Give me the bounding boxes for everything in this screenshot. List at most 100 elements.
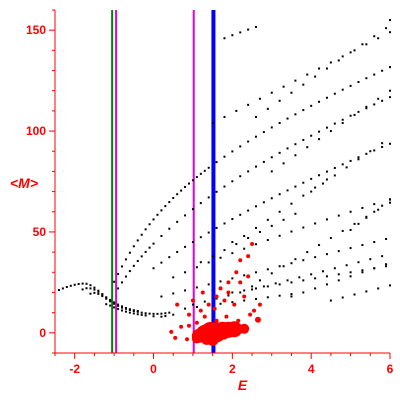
data-point — [223, 249, 226, 252]
highlight-point — [200, 332, 213, 345]
data-point — [97, 289, 100, 292]
data-point — [373, 267, 376, 270]
data-point — [255, 243, 257, 246]
data-point — [168, 201, 171, 204]
data-point — [389, 198, 391, 201]
data-point — [337, 279, 340, 282]
data-point — [180, 189, 183, 192]
highlight-point — [234, 270, 239, 275]
data-point — [136, 313, 139, 316]
data-point — [341, 296, 344, 299]
data-point — [286, 279, 289, 282]
data-point — [113, 306, 116, 309]
data-point — [381, 204, 384, 207]
data-point — [389, 96, 391, 99]
data-point — [349, 84, 352, 87]
data-point — [333, 122, 336, 125]
data-point — [270, 91, 273, 94]
data-point — [341, 118, 344, 121]
data-point — [377, 97, 380, 100]
data-point — [231, 180, 234, 183]
data-point — [191, 303, 194, 306]
data-point — [302, 226, 305, 229]
data-point — [282, 162, 285, 165]
data-point — [365, 105, 368, 108]
data-point — [373, 210, 376, 213]
data-point — [121, 281, 123, 284]
data-point — [109, 304, 112, 307]
data-point — [357, 156, 360, 159]
data-point — [152, 312, 155, 315]
data-point — [85, 287, 88, 290]
data-point — [310, 273, 313, 276]
data-point — [389, 89, 391, 92]
y-tick-label: 150 — [26, 23, 46, 37]
data-point — [357, 222, 360, 225]
data-point — [318, 138, 321, 141]
data-point — [337, 59, 340, 62]
data-point — [325, 253, 328, 256]
data-point — [266, 239, 269, 242]
x-tick-label: 6 — [387, 362, 394, 376]
data-point — [113, 301, 116, 304]
data-point — [85, 282, 88, 285]
data-point — [314, 75, 317, 78]
data-point — [207, 231, 210, 234]
data-point — [144, 312, 147, 315]
data-point — [373, 241, 376, 244]
data-point — [231, 277, 234, 280]
data-point — [294, 143, 297, 146]
data-point — [337, 273, 340, 276]
data-point — [144, 228, 147, 231]
data-point — [144, 250, 147, 253]
data-point — [365, 107, 368, 110]
data-point — [219, 302, 222, 305]
data-point — [117, 287, 120, 290]
data-point — [278, 99, 281, 102]
data-point — [381, 99, 384, 102]
data-point — [243, 274, 246, 277]
highlight-point — [185, 337, 190, 342]
highlight-point — [238, 280, 243, 285]
x-tick-label: 4 — [308, 362, 315, 376]
data-point — [357, 81, 360, 84]
data-point — [314, 256, 317, 259]
data-point — [377, 37, 380, 40]
data-point — [270, 224, 273, 227]
data-point — [325, 126, 328, 129]
data-point — [235, 109, 238, 112]
data-point — [278, 265, 281, 268]
data-point — [302, 109, 305, 112]
data-point — [223, 155, 226, 158]
highlight-point — [206, 302, 211, 307]
data-point — [314, 186, 317, 189]
data-point — [203, 169, 206, 172]
data-point — [184, 185, 187, 188]
data-point — [223, 37, 226, 40]
data-point — [302, 291, 305, 294]
data-point — [255, 135, 257, 138]
x-tick-label: 0 — [150, 362, 157, 376]
data-point — [357, 158, 360, 161]
data-point — [365, 290, 368, 293]
data-point — [195, 266, 198, 269]
data-point — [227, 294, 230, 297]
data-point — [164, 312, 167, 315]
data-point — [247, 28, 250, 31]
data-point — [361, 43, 364, 46]
data-point — [278, 210, 281, 213]
data-point — [381, 255, 384, 258]
data-point — [195, 305, 198, 308]
data-point — [168, 256, 171, 259]
data-point — [156, 213, 159, 216]
data-point — [365, 152, 368, 155]
data-point — [322, 270, 324, 273]
data-point — [353, 222, 356, 225]
data-point — [325, 96, 328, 99]
data-point — [184, 307, 187, 310]
y-axis-label: <M> — [10, 175, 38, 191]
data-point — [325, 178, 328, 181]
data-point — [294, 154, 297, 157]
data-point — [89, 292, 92, 295]
data-point — [373, 35, 376, 38]
